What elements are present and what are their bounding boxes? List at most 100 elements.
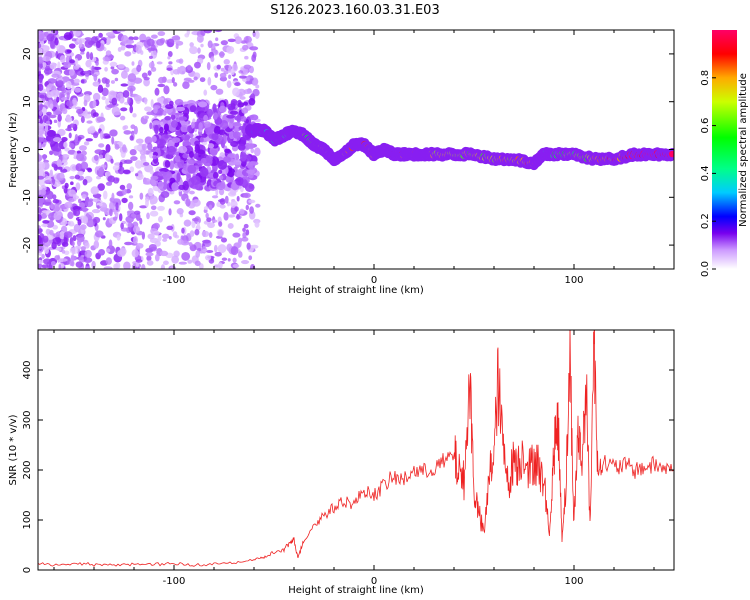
spectrogram-noise-cell bbox=[187, 159, 197, 165]
spectrogram-noise-cell bbox=[212, 219, 218, 223]
spectrogram-noise-cell bbox=[129, 135, 134, 141]
spectrogram-noise-cell bbox=[38, 161, 46, 171]
spectrogram-noise-cell bbox=[242, 227, 246, 233]
spectrogram-noise-cell bbox=[123, 261, 131, 269]
spectrogram-noise-cell bbox=[133, 77, 143, 84]
spectrogram-noise-cell bbox=[249, 161, 259, 166]
spectrogram-noise-cell bbox=[56, 159, 62, 166]
spectrogram-noise-cell bbox=[219, 198, 226, 205]
spectrogram-noise-cell bbox=[113, 208, 117, 215]
spectrogram-noise-cell bbox=[54, 37, 59, 46]
spectrogram-noise-cell bbox=[170, 119, 178, 128]
spectrogram-noise-cell bbox=[127, 96, 131, 105]
spectrogram-noise-cell bbox=[139, 205, 148, 209]
spectrogram-noise-cell bbox=[187, 79, 195, 83]
spectrogram-noise-cell bbox=[68, 69, 75, 76]
spectrogram-noise-cell bbox=[239, 115, 247, 122]
spectrogram-noise-cell bbox=[105, 248, 111, 253]
spectrogram-noise-cell bbox=[208, 232, 213, 238]
spectrogram-noise-cell bbox=[41, 253, 45, 260]
spectrogram-noise-cell bbox=[98, 166, 105, 175]
spectrogram-noise-cell bbox=[92, 99, 97, 108]
spectrogram-noise-cell bbox=[242, 101, 249, 106]
spectrogram-noise-cell bbox=[39, 104, 43, 110]
spectrogram-noise-cell bbox=[113, 177, 120, 184]
spectrogram-noise-cell bbox=[51, 163, 57, 168]
spectrogram-noise-cell bbox=[196, 34, 204, 43]
spectrogram-noise-cell bbox=[149, 210, 159, 217]
spectrogram-noise-cell bbox=[237, 102, 245, 108]
spectrogram-noise-cell bbox=[245, 229, 250, 236]
spectrogram-noise-cell bbox=[226, 114, 236, 119]
figure-title: S126.2023.160.03.31.E03 bbox=[270, 3, 439, 18]
spectrogram-noise-cell bbox=[59, 172, 65, 179]
spectrogram-noise-cell bbox=[215, 37, 219, 42]
spectrogram-noise-cell bbox=[127, 201, 134, 211]
spectrogram-noise-cell bbox=[186, 64, 192, 71]
colorbar: 0.0 0.2 0.4 0.6 0.8 Normalized spectral ampl… bbox=[700, 30, 749, 277]
spectrogram-noise-cell bbox=[145, 198, 149, 208]
spectrogram-noise-cell bbox=[117, 249, 126, 257]
spectrogram-noise-cell bbox=[166, 67, 173, 71]
spectrogram-noise-cell bbox=[52, 199, 60, 204]
spectrogram-noise-cell bbox=[213, 244, 218, 253]
spectrogram-noise-cell bbox=[110, 158, 114, 164]
spectrogram-noise-cell bbox=[163, 98, 169, 106]
spectrogram-noise-cell bbox=[82, 178, 88, 186]
spectrogram-noise-cell bbox=[72, 235, 77, 242]
spectrogram-noise-cell bbox=[38, 97, 43, 105]
spectrogram-noise-cell bbox=[131, 249, 139, 258]
spectrogram-noise-cell bbox=[220, 119, 229, 130]
spectrogram-noise-cell bbox=[249, 46, 259, 51]
spectrogram-noise-cell bbox=[171, 182, 179, 192]
spectrogram-noise-cell bbox=[116, 30, 126, 33]
spectrogram-noise-cell bbox=[83, 141, 90, 146]
spectrogram-noise-cell bbox=[238, 75, 248, 79]
spectrogram-noise-cell bbox=[220, 237, 228, 243]
spectrogram-noise-cell bbox=[190, 121, 195, 129]
spectrogram-noise-cell bbox=[109, 61, 118, 67]
spectrogram-noise-cell bbox=[243, 192, 251, 199]
spectrogram-noise-cell bbox=[49, 62, 57, 70]
spectrogram-noise-cell bbox=[60, 168, 68, 173]
spectrogram-noise-cell bbox=[57, 247, 62, 252]
spectrogram-noise-cell bbox=[190, 175, 201, 185]
spectrogram-noise-cell bbox=[236, 114, 242, 124]
spectrogram-noise-cell bbox=[63, 32, 73, 41]
spectrogram-noise-cell bbox=[246, 169, 255, 174]
spectrogram-noise-cell bbox=[117, 63, 125, 69]
spectrogram-noise-cell bbox=[248, 97, 256, 106]
spectrogram-noise-cell bbox=[63, 61, 72, 69]
spectrogram-noise-cell bbox=[162, 238, 168, 242]
spectrogram-noise-cell bbox=[236, 213, 240, 220]
spectrogram-noise-cell bbox=[110, 80, 115, 84]
spectrogram-noise-cell bbox=[148, 243, 157, 251]
spectrogram-noise-cell bbox=[112, 216, 118, 221]
spectrogram-noise-cell bbox=[197, 101, 208, 108]
spectrogram-noise-cell bbox=[53, 211, 62, 221]
spectrogram-noise-cell bbox=[246, 76, 251, 82]
spectrogram-noise-cell bbox=[255, 203, 261, 208]
spectrogram-noise-cell bbox=[129, 105, 134, 114]
colorbar-tick-label: 0.4 bbox=[700, 165, 711, 181]
spectrogram-noise-cell bbox=[38, 67, 42, 72]
spectrogram-noise-cell bbox=[50, 89, 59, 97]
snr-ytick-label: 400 bbox=[22, 360, 33, 379]
spectrogram-noise-cell bbox=[83, 257, 93, 263]
spectrogram-noise-cell bbox=[168, 61, 173, 65]
spectrogram-noise-cell bbox=[223, 59, 230, 65]
spectrogram-noise-cell bbox=[244, 55, 249, 60]
spectrogram-noise-cell bbox=[189, 42, 194, 48]
spectrogram-noise-cell bbox=[245, 204, 250, 211]
spectrogram-noise-cell bbox=[194, 260, 201, 267]
colorbar-tick-label: 0.2 bbox=[700, 213, 711, 229]
spectrogram-noise-cell bbox=[96, 116, 106, 123]
spectrogram-noise-cell bbox=[105, 98, 110, 106]
spectrogram-noise-cell bbox=[46, 111, 52, 116]
spectrogram-noise-cell bbox=[255, 84, 260, 89]
spectrogram-noise-cell bbox=[87, 111, 92, 115]
spectrogram-noise-cell bbox=[49, 229, 54, 236]
spectrogram-noise-cell bbox=[169, 160, 175, 170]
spectrogram-noise-cell bbox=[207, 40, 213, 49]
spectrogram-noise-cell bbox=[196, 221, 201, 230]
